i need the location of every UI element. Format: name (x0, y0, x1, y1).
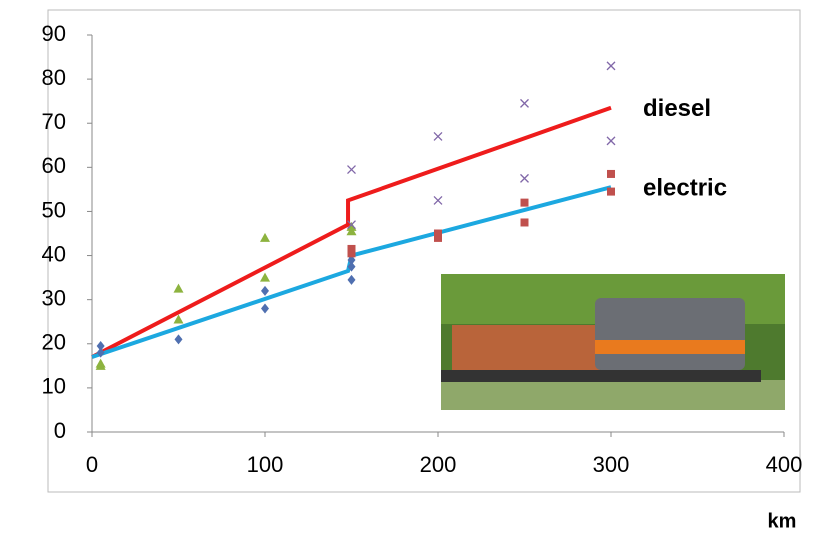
line-label: diesel (643, 95, 711, 122)
y-tick-label: 80 (42, 65, 66, 90)
point (260, 233, 270, 242)
x-tick-label: 100 (247, 452, 284, 477)
photo-ground (441, 380, 785, 410)
point (434, 196, 442, 204)
x-tick-label: 400 (766, 452, 803, 477)
y-tick-label: 10 (42, 374, 66, 399)
point (348, 275, 356, 285)
point (521, 174, 529, 182)
point (521, 99, 529, 107)
point (607, 62, 615, 70)
y-tick-label: 90 (42, 21, 66, 46)
point (607, 170, 615, 178)
point (260, 273, 270, 282)
point (174, 284, 184, 293)
line-label: electric (643, 175, 727, 202)
point (521, 218, 529, 226)
photo-stripe (595, 340, 745, 354)
y-tick-label: 20 (42, 330, 66, 355)
train-photo (441, 274, 785, 410)
point (348, 249, 356, 257)
y-tick-label: 40 (42, 241, 66, 266)
point (521, 199, 529, 207)
point (348, 166, 356, 174)
point (607, 137, 615, 145)
x-tick-label: 0 (86, 452, 98, 477)
x-tick-label: 200 (420, 452, 457, 477)
page: {"chart_data": {"type": "scatter", "xlim… (0, 0, 818, 534)
x-tick-label: 300 (593, 452, 630, 477)
point (434, 132, 442, 140)
chart-frame (48, 10, 800, 492)
photo-wagons (452, 325, 600, 370)
point (434, 234, 442, 242)
y-tick-label: 30 (42, 285, 66, 310)
y-tick-label: 50 (42, 197, 66, 222)
photo-locomotive (595, 298, 745, 370)
point (607, 188, 615, 196)
point (175, 334, 183, 344)
point (261, 303, 269, 313)
x-axis-label: km (768, 510, 797, 532)
photo-wheels (441, 370, 761, 382)
chart: 0 10 20 30 40 50 60 70 80 90 0 100 200 300 400 km diesel… (0, 0, 818, 534)
y-tick-label: 70 (42, 109, 66, 134)
y-tick-label: 60 (42, 153, 66, 178)
y-tick-label: 0 (54, 418, 66, 443)
point (261, 286, 269, 296)
